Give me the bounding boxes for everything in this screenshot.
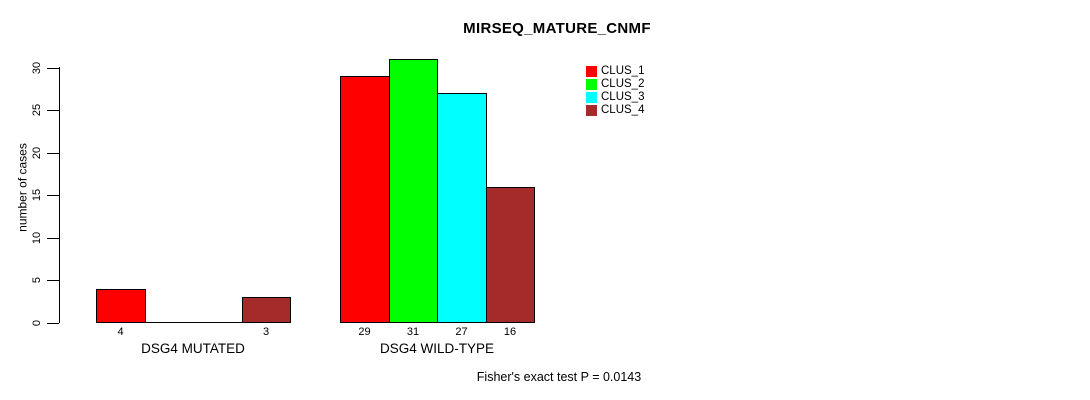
footer-note: Fisher's exact test P = 0.0143: [476, 370, 642, 384]
legend-swatch: [586, 66, 597, 77]
y-tick-label: 10: [31, 231, 43, 245]
x-category-label: DSG4 MUTATED: [141, 341, 245, 356]
y-tick-label: 20: [31, 146, 43, 160]
legend-label: CLUS_4: [601, 104, 645, 116]
legend: CLUS_1 CLUS_2 CLUS_3 CLUS_4: [586, 65, 644, 117]
y-tick-label: 25: [31, 103, 43, 117]
bar-clus_1-2: [340, 76, 390, 323]
y-tick-label: 15: [31, 188, 43, 202]
y-tick: [47, 68, 59, 69]
legend-swatch: [586, 92, 597, 103]
y-tick: [47, 280, 59, 281]
bar-value-label: 27: [455, 326, 468, 338]
bar-value-label: 31: [406, 326, 420, 338]
y-tick-label: 5: [31, 276, 43, 284]
y-tick: [47, 195, 59, 196]
legend-item-clus_3: CLUS_3: [586, 91, 644, 104]
bar-clus_2-2: [389, 59, 438, 323]
y-tick: [47, 153, 59, 154]
bar-clus_1-1: [96, 289, 146, 323]
bar-clus_3-2: [437, 93, 487, 323]
bar-value-label: 16: [503, 326, 517, 338]
legend-label: CLUS_1: [601, 65, 645, 77]
y-tick: [47, 238, 59, 239]
bar-value-label: 4: [117, 326, 124, 338]
legend-label: CLUS_2: [601, 78, 645, 90]
y-axis-line: [59, 67, 60, 323]
chart-title: MIRSEQ_MATURE_CNMF: [463, 20, 651, 37]
x-category-label: DSG4 WILD-TYPE: [379, 341, 495, 356]
legend-label: CLUS_3: [601, 91, 645, 103]
group-baseline: [340, 322, 534, 323]
bar-clus_4-2: [486, 187, 535, 323]
y-tick: [47, 323, 59, 324]
legend-item-clus_2: CLUS_2: [586, 78, 644, 91]
legend-swatch: [586, 79, 597, 90]
y-tick-label: 0: [31, 319, 43, 327]
legend-swatch: [586, 105, 597, 116]
bar-value-label: 29: [358, 326, 371, 338]
y-axis-label: number of cases: [15, 143, 30, 232]
legend-item-clus_4: CLUS_4: [586, 104, 644, 117]
group-baseline: [96, 322, 290, 323]
legend-item-clus_1: CLUS_1: [586, 65, 644, 78]
bar-value-label: 3: [262, 326, 270, 338]
y-tick-label: 30: [31, 61, 43, 75]
y-tick: [47, 110, 59, 111]
bar-clus_4-1: [242, 297, 291, 323]
